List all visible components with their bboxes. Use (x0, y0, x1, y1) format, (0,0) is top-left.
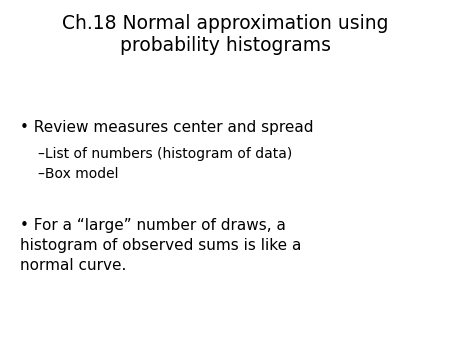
Text: • Review measures center and spread: • Review measures center and spread (20, 120, 314, 135)
Text: Ch.18 Normal approximation using
probability histograms: Ch.18 Normal approximation using probabi… (62, 14, 388, 55)
Text: –Box model: –Box model (38, 167, 119, 181)
Text: –List of numbers (histogram of data): –List of numbers (histogram of data) (38, 147, 292, 161)
Text: • For a “large” number of draws, a
histogram of observed sums is like a
normal c: • For a “large” number of draws, a histo… (20, 218, 302, 273)
